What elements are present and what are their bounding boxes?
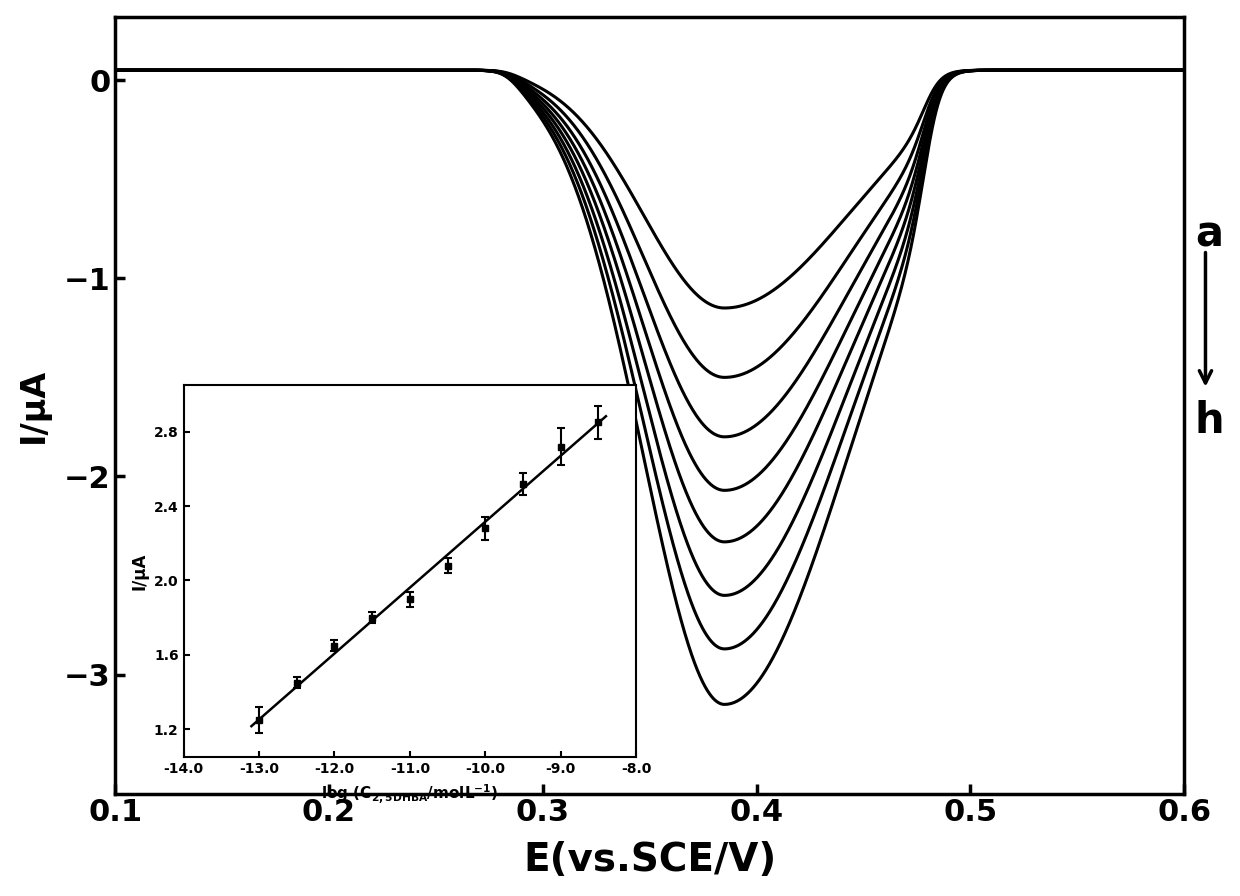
Text: a: a (1195, 213, 1223, 255)
Y-axis label: I/μA: I/μA (130, 553, 149, 590)
X-axis label: E(vs.SCE/V): E(vs.SCE/V) (523, 841, 776, 879)
Text: h: h (1195, 400, 1224, 442)
X-axis label: log $\mathregular{(C_{2,5DHBA}/molL^{-1})}$: log $\mathregular{(C_{2,5DHBA}/molL^{-1}… (321, 781, 498, 806)
Y-axis label: I/μA: I/μA (16, 367, 50, 443)
